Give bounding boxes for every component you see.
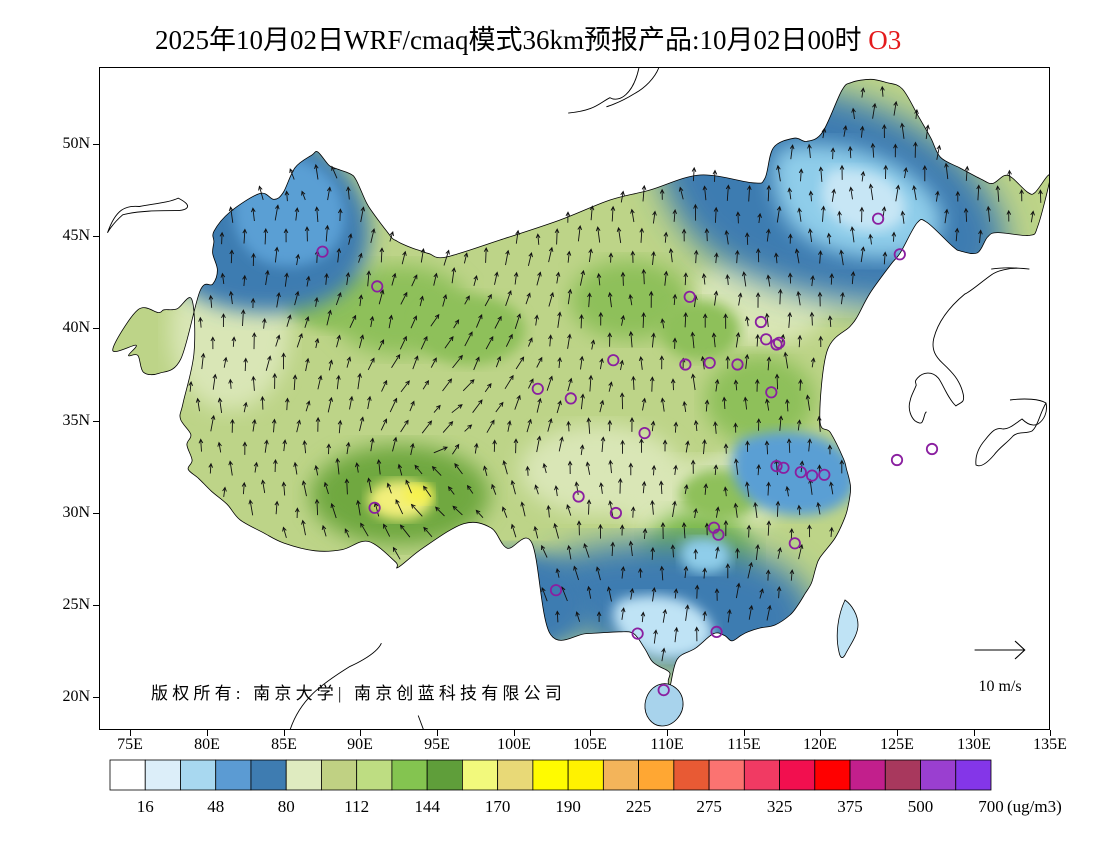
svg-text:(ug/m3): (ug/m3) [1007, 797, 1062, 816]
svg-text:170: 170 [485, 797, 511, 816]
svg-text:190: 190 [555, 797, 581, 816]
svg-text:225: 225 [626, 797, 652, 816]
svg-text:80: 80 [278, 797, 295, 816]
svg-text:112: 112 [344, 797, 369, 816]
svg-text:16: 16 [137, 797, 154, 816]
svg-text:375: 375 [837, 797, 863, 816]
svg-text:500: 500 [908, 797, 934, 816]
svg-text:325: 325 [767, 797, 793, 816]
svg-text:275: 275 [696, 797, 722, 816]
svg-text:48: 48 [207, 797, 224, 816]
svg-text:144: 144 [414, 797, 440, 816]
svg-text:700: 700 [978, 797, 1004, 816]
